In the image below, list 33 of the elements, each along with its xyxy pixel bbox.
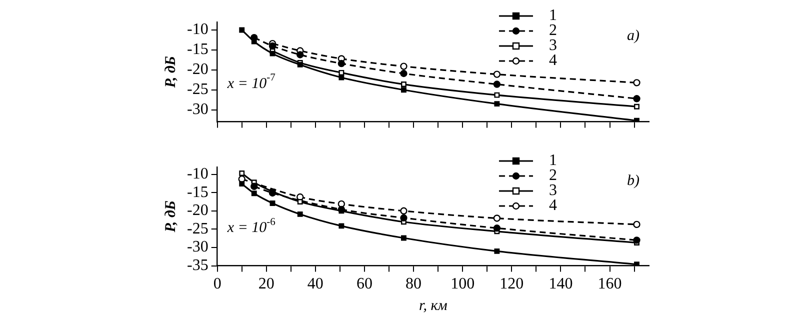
x-tick-label: 0 bbox=[213, 276, 222, 293]
x-tick-label: 160 bbox=[598, 276, 622, 293]
annotation: a) bbox=[627, 28, 640, 44]
y-tick-label: -20 bbox=[187, 202, 208, 220]
legend-label: 2 bbox=[549, 167, 557, 184]
y-tick-label: -20 bbox=[187, 61, 208, 78]
y-tick-label: -30 bbox=[187, 101, 208, 118]
y-tick-label: -25 bbox=[187, 81, 208, 98]
y-axis-title: P, дБ bbox=[162, 200, 179, 232]
y-tick-label: -15 bbox=[187, 184, 208, 201]
y-tick-label: -10 bbox=[187, 21, 208, 38]
x-tick-label: 80 bbox=[406, 276, 422, 293]
y-tick-label: -25 bbox=[187, 220, 208, 238]
x-tick-label: 140 bbox=[548, 276, 573, 293]
x-tick-label: 100 bbox=[450, 276, 475, 293]
x-tick-label: 120 bbox=[500, 276, 524, 293]
x-axis-title: r, км bbox=[419, 298, 448, 314]
legend-label: 2 bbox=[549, 22, 557, 40]
y-axis-title: P, дБ bbox=[162, 56, 179, 88]
legend-label: 3 bbox=[549, 37, 557, 54]
annotation: b) bbox=[627, 172, 640, 189]
legend-label: 4 bbox=[549, 52, 557, 70]
legend-label: 4 bbox=[549, 197, 557, 214]
y-tick-label: -10 bbox=[187, 166, 208, 183]
x-tick-label: 40 bbox=[307, 276, 324, 293]
y-tick-label: -35 bbox=[187, 257, 208, 274]
legend-label: 3 bbox=[549, 182, 557, 200]
legend-label: 1 bbox=[549, 7, 557, 24]
x-tick-label: 60 bbox=[356, 276, 372, 293]
x-tick-label: 20 bbox=[258, 276, 274, 293]
y-tick-label: -15 bbox=[187, 41, 208, 58]
legend-label: 1 bbox=[549, 152, 557, 170]
y-tick-label: -30 bbox=[187, 238, 208, 256]
